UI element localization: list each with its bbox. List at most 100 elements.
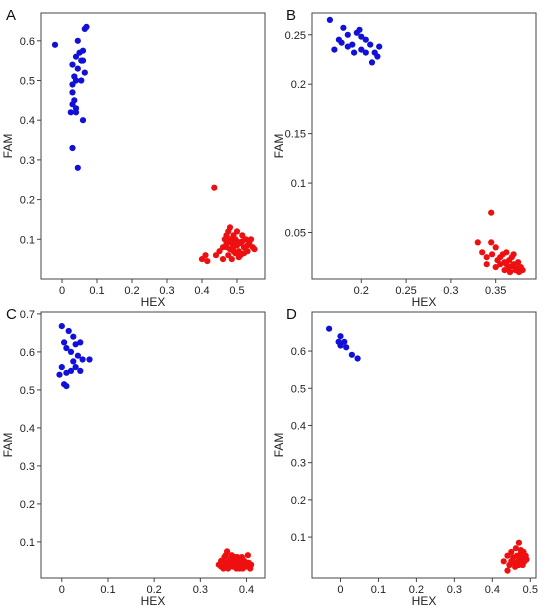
x-tick-label: 0.4 [239, 584, 254, 596]
x-tick-label: 0.1 [89, 285, 104, 297]
data-point [58, 364, 65, 371]
data-point [474, 239, 481, 246]
data-point [340, 24, 347, 31]
y-tick-label: 0.2 [20, 499, 35, 511]
y-tick-label: 0.4 [20, 423, 35, 435]
y-tick-label: 0.4 [20, 115, 35, 127]
y-tick-label: 0.15 [285, 129, 306, 141]
data-point [226, 236, 234, 243]
x-tick-label: 0.4 [194, 285, 209, 297]
data-point [202, 252, 209, 259]
data-point [78, 77, 85, 84]
data-point [251, 246, 258, 253]
data-point [499, 251, 506, 258]
data-point [492, 244, 499, 251]
data-point [508, 558, 515, 565]
data-point [344, 43, 351, 50]
x-axis-label: HEX [412, 594, 437, 608]
data-point [81, 69, 88, 76]
series-cluster-blue [326, 325, 361, 362]
x-tick-label: 0.2 [354, 285, 369, 297]
x-tick-label: 0 [337, 584, 343, 596]
data-point [337, 333, 344, 340]
y-axis-label: FAM [1, 433, 15, 458]
y-tick-label: 0.7 [20, 309, 35, 321]
y-tick-label: 0.3 [20, 461, 35, 473]
data-point [356, 26, 363, 33]
x-tick-label: 0.3 [447, 584, 462, 596]
data-point [500, 558, 507, 565]
data-point [238, 554, 245, 561]
data-point [501, 267, 508, 274]
data-point [376, 43, 383, 50]
data-point [72, 364, 79, 371]
data-point [358, 33, 365, 40]
data-point [74, 65, 81, 72]
data-point [244, 552, 251, 559]
x-tick-label: 0.4 [485, 584, 500, 596]
panel-label: A [6, 7, 16, 24]
y-tick-label: 0.5 [20, 75, 35, 87]
data-point [225, 561, 232, 568]
panel-label: C [6, 306, 17, 323]
data-point [239, 238, 246, 245]
data-point [479, 249, 486, 256]
data-point [508, 548, 515, 556]
data-point [233, 242, 241, 249]
data-point [79, 57, 87, 64]
series-cluster-blue [326, 16, 383, 66]
plot-frame [40, 12, 266, 280]
x-tick-label: 0.35 [485, 285, 506, 297]
plot-frame [311, 12, 537, 280]
data-point [72, 77, 80, 84]
data-point [74, 37, 81, 44]
data-point [218, 563, 225, 570]
plot-frame [311, 311, 537, 579]
x-axis-label: HEX [412, 295, 437, 309]
data-point [351, 49, 358, 56]
data-point [503, 261, 510, 268]
y-tick-label: 0.5 [20, 385, 35, 397]
y-tick-label: 0.1 [20, 234, 35, 246]
data-point [211, 184, 218, 191]
data-point [226, 224, 234, 231]
data-point [326, 16, 333, 23]
data-point [523, 556, 530, 563]
data-point [494, 257, 501, 264]
data-point [231, 554, 239, 561]
data-point [72, 53, 80, 60]
data-point [368, 59, 376, 66]
data-point [79, 47, 87, 54]
y-tick-label: 0.6 [20, 347, 35, 359]
y-tick-label: 0.2 [291, 495, 306, 507]
data-point [244, 242, 251, 249]
y-axis-label: FAM [272, 433, 286, 458]
data-point [362, 49, 369, 56]
data-point [65, 327, 72, 335]
data-point [514, 265, 521, 272]
data-point [77, 339, 84, 346]
data-point [69, 144, 76, 152]
x-tick-label: 0.1 [371, 584, 386, 596]
data-point [517, 547, 524, 554]
y-tick-label: 0.25 [285, 30, 306, 42]
data-point [63, 383, 70, 390]
y-tick-label: 0.1 [291, 178, 306, 190]
data-point [212, 252, 220, 259]
x-tick-label: 0.1 [100, 584, 115, 596]
data-point [504, 567, 511, 574]
data-point [74, 164, 81, 171]
data-point [223, 244, 230, 251]
series-cluster-blue [56, 323, 93, 390]
data-point [362, 36, 369, 43]
data-point [247, 236, 255, 243]
data-point [367, 41, 374, 48]
panel-label: B [286, 7, 296, 24]
x-tick-label: 0.3 [159, 285, 174, 297]
data-point [510, 251, 517, 258]
data-point [216, 248, 223, 255]
data-point [483, 254, 490, 261]
series-cluster-red [474, 209, 526, 276]
